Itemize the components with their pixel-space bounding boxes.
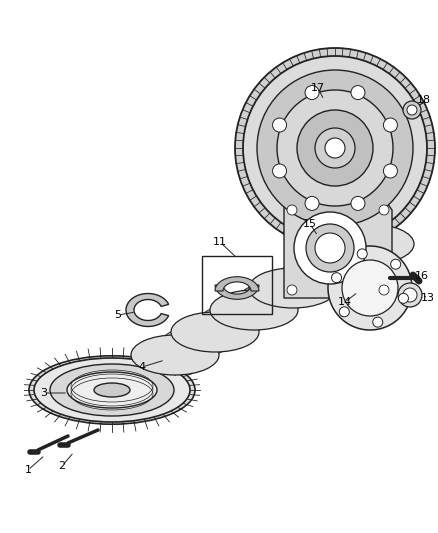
Text: 3: 3 (40, 388, 47, 398)
Circle shape (297, 110, 373, 186)
Circle shape (407, 105, 417, 115)
Ellipse shape (131, 335, 219, 375)
Circle shape (305, 86, 319, 100)
Text: 16: 16 (415, 271, 429, 281)
Text: 2: 2 (58, 461, 66, 471)
Polygon shape (215, 277, 259, 291)
Ellipse shape (34, 358, 190, 422)
Circle shape (342, 260, 398, 316)
Text: 13: 13 (421, 293, 435, 303)
Circle shape (357, 249, 367, 259)
Circle shape (398, 283, 422, 307)
Polygon shape (126, 294, 169, 327)
Ellipse shape (249, 268, 337, 308)
Ellipse shape (94, 383, 130, 397)
Circle shape (403, 101, 421, 119)
Circle shape (306, 224, 354, 272)
Ellipse shape (29, 356, 195, 424)
Circle shape (243, 56, 427, 240)
Circle shape (315, 128, 355, 168)
Text: 14: 14 (338, 297, 352, 307)
Text: 4: 4 (138, 362, 145, 372)
Circle shape (277, 90, 393, 206)
Ellipse shape (239, 283, 307, 313)
Ellipse shape (200, 305, 268, 335)
Circle shape (383, 164, 397, 178)
Circle shape (383, 118, 397, 132)
Circle shape (351, 86, 365, 100)
Circle shape (339, 307, 350, 317)
Ellipse shape (316, 239, 384, 269)
Circle shape (294, 212, 366, 284)
Ellipse shape (278, 261, 346, 291)
Ellipse shape (326, 224, 414, 264)
Circle shape (391, 259, 401, 269)
Circle shape (373, 317, 383, 327)
Text: 17: 17 (311, 83, 325, 93)
Circle shape (287, 285, 297, 295)
Polygon shape (215, 285, 259, 300)
Polygon shape (284, 200, 392, 298)
Circle shape (379, 205, 389, 215)
Circle shape (399, 293, 409, 303)
Text: 5: 5 (114, 310, 121, 320)
Circle shape (272, 164, 286, 178)
Ellipse shape (171, 312, 259, 352)
Circle shape (403, 288, 417, 302)
Text: 15: 15 (303, 219, 317, 229)
Circle shape (315, 233, 345, 263)
Circle shape (257, 70, 413, 226)
Circle shape (332, 273, 342, 282)
Circle shape (379, 285, 389, 295)
Text: 11: 11 (213, 237, 227, 247)
Ellipse shape (67, 372, 157, 408)
Text: 18: 18 (417, 95, 431, 105)
Circle shape (351, 197, 365, 211)
Ellipse shape (288, 246, 376, 286)
Ellipse shape (50, 364, 174, 416)
Bar (202, 256, 272, 314)
Circle shape (235, 48, 435, 248)
Circle shape (305, 197, 319, 211)
Ellipse shape (162, 327, 230, 357)
Circle shape (328, 246, 412, 330)
Circle shape (272, 118, 286, 132)
Circle shape (287, 205, 297, 215)
Ellipse shape (210, 290, 298, 330)
Circle shape (325, 138, 345, 158)
Text: 1: 1 (25, 465, 32, 475)
